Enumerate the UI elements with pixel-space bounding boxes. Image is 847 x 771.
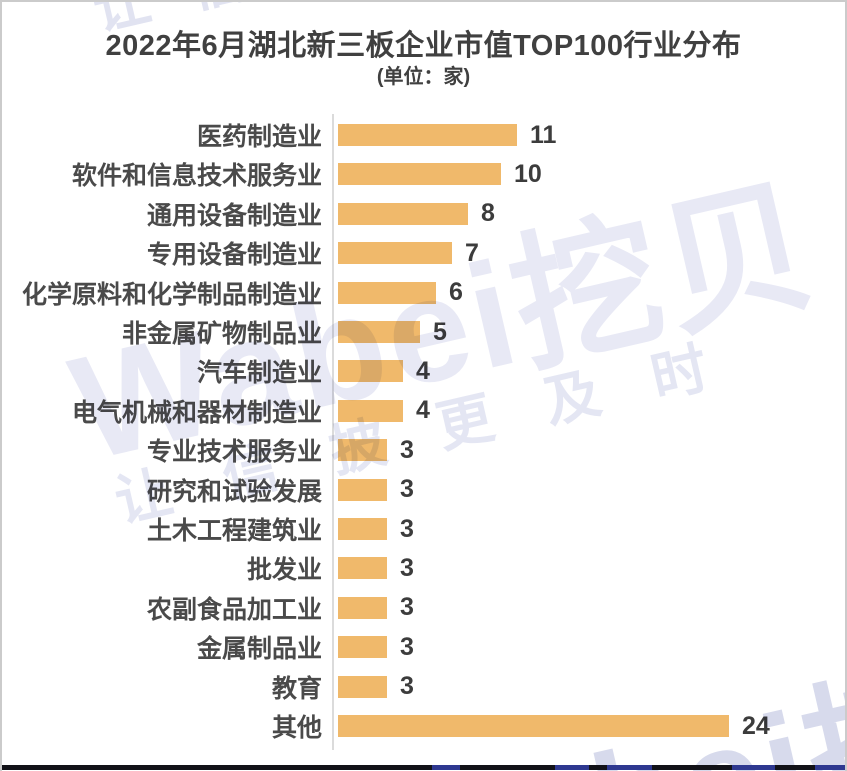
category-label: 研究和试验发展 [146,477,322,506]
category-label: 专用设备制造业 [146,241,322,270]
category-label: 汽车制造业 [196,359,322,388]
value-label: 3 [400,593,414,622]
bar [338,715,729,737]
category-label: 批发业 [246,556,322,585]
bar-row: 专用设备制造业 7 [2,233,845,273]
bar [338,242,452,265]
category-label: 非金属矿物制品业 [121,320,322,348]
bar [338,636,387,659]
bar [338,596,387,619]
value-label: 24 [742,711,770,740]
bar-row: 医药制造业 11 [2,115,845,155]
bar [338,518,387,540]
page-title: 2022年6月湖北新三板企业市值TOP100行业分布 [105,30,742,62]
bar [338,675,387,698]
value-label: 3 [400,672,414,701]
value-label: 3 [400,553,414,582]
bar-row: 专业技术服务业 3 [2,430,845,470]
category-label: 软件和信息技术服务业 [71,162,322,191]
bar-row: 汽车制造业 4 [2,351,845,391]
category-label: 电气机械和器材制造业 [71,398,322,427]
band-watermark-tint [815,765,845,770]
bar-row: 非金属矿物制品业 5 [2,312,845,352]
value-label: 11 [530,120,557,149]
value-label: 8 [481,199,495,228]
bar [338,439,387,462]
value-label: 4 [416,356,430,385]
bar [338,321,420,343]
category-label: 金属制品业 [196,635,322,664]
value-label: 10 [514,159,542,188]
bar-row: 教育 3 [2,667,845,707]
value-label: 4 [416,396,430,425]
value-label: 7 [465,238,479,267]
category-label: 农副食品加工业 [146,595,322,624]
band-watermark-tint [732,765,775,770]
bar [338,163,501,186]
bar-row: 电气机械和器材制造业 4 [2,391,845,431]
category-label: 教育 [271,674,322,703]
bar [338,124,517,146]
category-label: 化学原料和化学制品制造业 [21,280,322,309]
category-label: 其他 [271,714,322,742]
category-label: 医药制造业 [196,123,322,151]
bar [338,202,468,225]
bar [338,399,403,422]
bar-row: 土木工程建筑业 3 [2,509,845,549]
bar-row: 研究和试验发展 3 [2,470,845,510]
chart-unit-subtitle: (单位：家) [376,66,471,88]
bar-row: 化学原料和化学制品制造业 6 [2,273,845,313]
category-label: 土木工程建筑业 [146,517,322,545]
bar-row: 通用设备制造业 8 [2,194,845,234]
value-label: 3 [400,475,414,504]
value-label: 3 [400,435,414,464]
bar-row: 金属制品业 3 [2,627,845,667]
bar-row: 其他 24 [2,706,845,746]
bar-row: 农副食品加工业 3 [2,588,845,628]
bottom-border-band [2,765,845,770]
band-watermark-tint [607,765,652,770]
value-label: 3 [400,632,414,661]
value-label: 6 [449,278,463,307]
bar [338,478,387,501]
bar [338,281,436,304]
value-label: 5 [433,317,447,346]
category-label: 专业技术服务业 [146,438,322,467]
bar-row: 批发业 3 [2,548,845,588]
category-label: 通用设备制造业 [146,201,322,230]
value-label: 3 [400,514,414,543]
category-axis-line [332,114,334,750]
bar-row: 软件和信息技术服务业 10 [2,154,845,194]
band-watermark-tint [555,765,589,770]
band-watermark-tint [432,765,460,770]
bar [338,360,403,383]
bar [338,557,387,580]
